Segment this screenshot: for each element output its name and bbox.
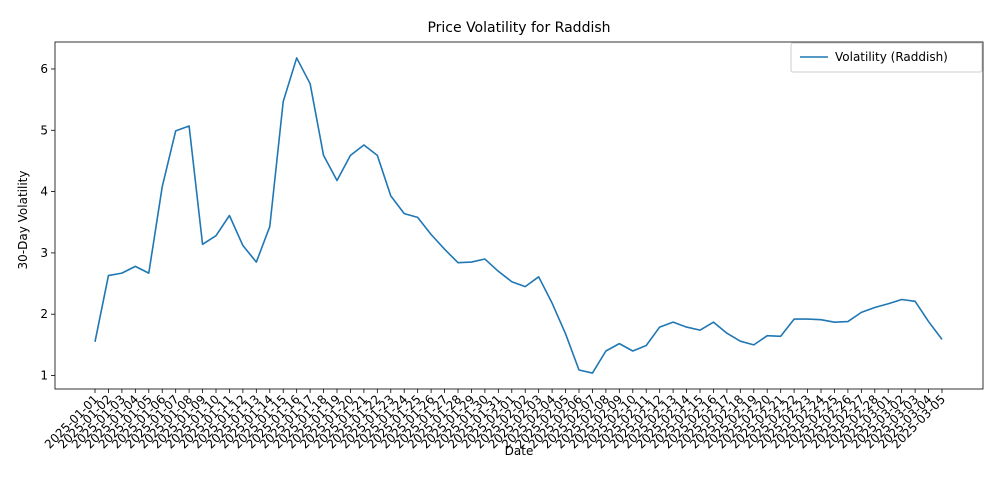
y-tick-label: 6: [40, 62, 48, 76]
series-line-raddish: [94, 57, 943, 374]
y-tick-label: 4: [40, 185, 48, 199]
x-axis-title: Date: [505, 444, 534, 458]
y-tick-label: 2: [40, 307, 48, 321]
y-tick-label: 1: [40, 369, 48, 383]
chart-title: Price Volatility for Raddish: [427, 20, 610, 36]
legend-label: Volatility (Raddish): [835, 50, 948, 64]
legend-frame: [790, 42, 983, 73]
axes-frame: [54, 41, 984, 390]
legend: Volatility (Raddish): [790, 42, 983, 73]
y-tick-label: 5: [40, 123, 48, 137]
y-tick-label: 3: [40, 246, 48, 260]
plot-area: 1234562025-01-012025-01-022025-01-032025…: [40, 41, 984, 451]
y-axis-title: 30-Day Volatility: [16, 171, 30, 270]
